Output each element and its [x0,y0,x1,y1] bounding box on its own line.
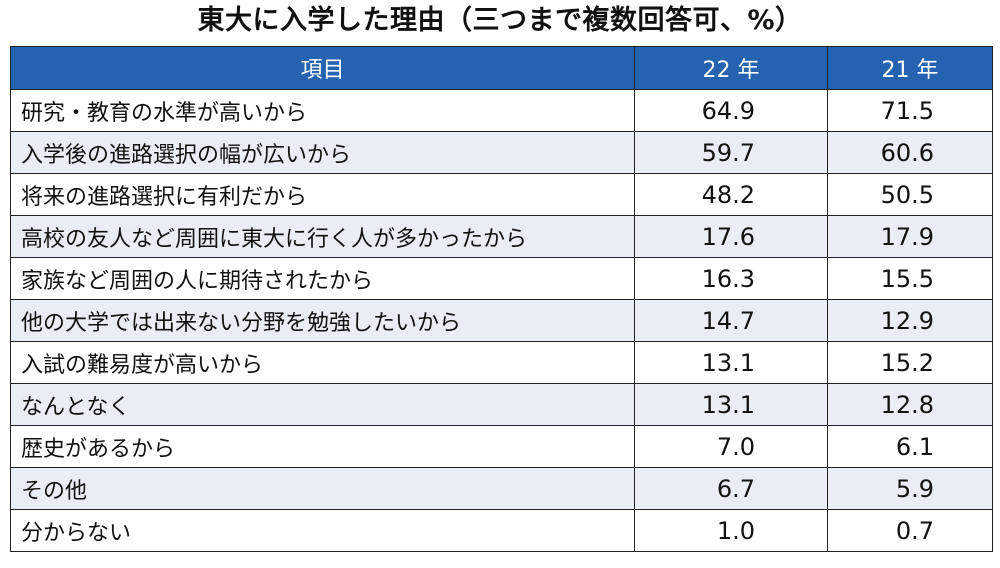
table-row: 将来の進路選択に有利だから 48.2 50.5 [10,173,993,216]
row-item-label: その他 [10,467,635,510]
row-value-22: 7.0 [634,425,828,468]
row-item-label: 他の大学では出来ない分野を勉強したいから [10,299,635,342]
row-value-22: 48.2 [634,173,828,216]
row-value-22: 13.1 [634,341,828,384]
reasons-table: 項目 22 年 21 年 研究・教育の水準が高いから 64.9 71.5 入学後の進路… [10,46,993,552]
header-row: 項目 22 年 21 年 [10,46,993,90]
table-row: 入学後の進路選択の幅が広いから 59.7 60.6 [10,131,993,174]
row-value-21: 12.9 [827,299,993,342]
row-value-21: 15.2 [827,341,993,384]
row-item-label: 入試の難易度が高いから [10,341,635,384]
row-value-21: 6.1 [827,425,993,468]
table-row: その他 6.7 5.9 [10,467,993,510]
table-row: 分からない 1.0 0.7 [10,509,993,552]
table-row: 研究・教育の水準が高いから 64.9 71.5 [10,89,993,132]
row-value-22: 13.1 [634,383,828,426]
header-year-22: 22 年 [634,46,828,90]
row-value-21: 71.5 [827,89,993,132]
table-row: 歴史があるから 7.0 6.1 [10,425,993,468]
table-row: 他の大学では出来ない分野を勉強したいから 14.7 12.9 [10,299,993,342]
table-body: 研究・教育の水準が高いから 64.9 71.5 入学後の進路選択の幅が広いから 59.7… [10,89,993,552]
header-item: 項目 [10,46,635,90]
header-year-21: 21 年 [827,46,993,90]
row-value-22: 6.7 [634,467,828,510]
row-item-label: なんとなく [10,383,635,426]
row-value-22: 17.6 [634,215,828,258]
row-value-22: 1.0 [634,509,828,552]
row-item-label: 家族など周囲の人に期待されたから [10,257,635,300]
row-item-label: 入学後の進路選択の幅が広いから [10,131,635,174]
row-value-21: 0.7 [827,509,993,552]
row-value-21: 50.5 [827,173,993,216]
row-value-22: 16.3 [634,257,828,300]
table-row: なんとなく 13.1 12.8 [10,383,993,426]
row-value-21: 15.5 [827,257,993,300]
table-row: 高校の友人など周囲に東大に行く人が多かったから 17.6 17.9 [10,215,993,258]
table-row: 入試の難易度が高いから 13.1 15.2 [10,341,993,384]
row-item-label: 分からない [10,509,635,552]
row-value-22: 64.9 [634,89,828,132]
row-item-label: 将来の進路選択に有利だから [10,173,635,216]
row-value-22: 59.7 [634,131,828,174]
row-value-21: 60.6 [827,131,993,174]
table-row: 家族など周囲の人に期待されたから 16.3 15.5 [10,257,993,300]
row-value-21: 5.9 [827,467,993,510]
table-title: 東大に入学した理由（三つまで複数回答可、%） [197,5,803,36]
row-item-label: 研究・教育の水準が高いから [10,89,635,132]
row-item-label: 高校の友人など周囲に東大に行く人が多かったから [10,215,635,258]
row-item-label: 歴史があるから [10,425,635,468]
row-value-21: 17.9 [827,215,993,258]
row-value-22: 14.7 [634,299,828,342]
row-value-21: 12.8 [827,383,993,426]
